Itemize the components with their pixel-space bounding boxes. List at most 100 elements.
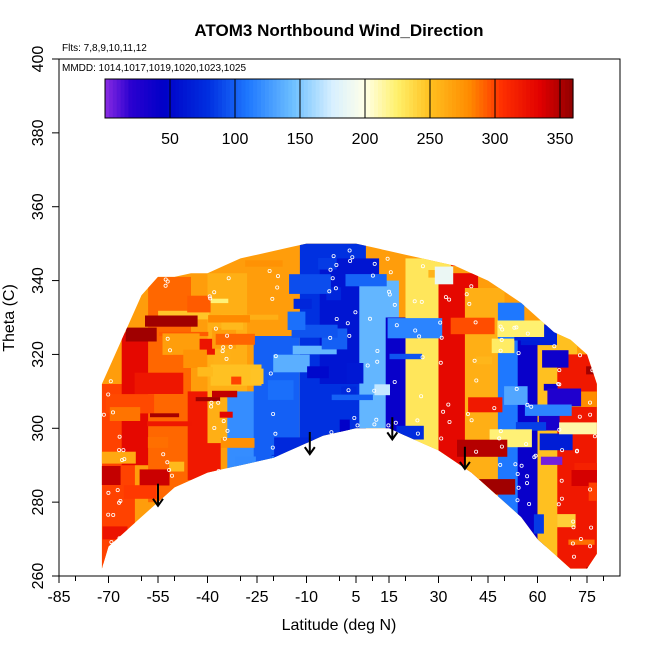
heatmap-streak xyxy=(588,482,597,501)
heatmap-streak xyxy=(515,422,547,431)
observation-point xyxy=(117,434,122,439)
heatmap-streak xyxy=(569,307,597,314)
heatmap-streak xyxy=(476,500,503,518)
colorbar-segment xyxy=(327,79,332,118)
observation-point xyxy=(464,292,469,297)
observation-point xyxy=(519,463,524,468)
observation-point xyxy=(169,473,174,478)
colorbar-segment xyxy=(225,79,231,118)
observation-point xyxy=(109,540,114,545)
colorbar-segment xyxy=(444,79,449,118)
heatmap-streak xyxy=(197,367,213,377)
heatmap-streak xyxy=(136,546,156,556)
colorbar-segment xyxy=(405,79,410,118)
heatmap-streak xyxy=(235,456,256,474)
heatmap-streak xyxy=(491,338,515,354)
heatmap-streak xyxy=(168,252,183,272)
y-axis: 260 280 300 320 340 360 380 400 xyxy=(30,46,59,589)
colorbar-segment xyxy=(545,79,551,118)
observation-point xyxy=(212,290,217,295)
heatmap-streak xyxy=(331,394,373,401)
x-tick-label: 30 xyxy=(430,589,448,606)
heatmap-streak xyxy=(210,298,229,304)
heatmap-streak xyxy=(125,327,157,342)
observation-point xyxy=(268,371,273,376)
heatmap-streak xyxy=(238,569,269,586)
heatmap-streak xyxy=(543,383,558,391)
colorbar-segment xyxy=(190,79,196,118)
observation-point xyxy=(385,256,390,261)
observation-point xyxy=(225,428,230,433)
heatmap-streak xyxy=(341,386,357,395)
heatmap-streak xyxy=(539,433,573,451)
heatmap-streak xyxy=(145,315,198,327)
heatmap-streak xyxy=(290,487,315,509)
observation-point xyxy=(498,348,503,353)
observation-point xyxy=(557,368,562,373)
colorbar-segment xyxy=(292,79,297,118)
colorbar-segment xyxy=(323,79,328,118)
colorbar-tick-label: 50 xyxy=(161,131,179,148)
colorbar-segment xyxy=(198,79,204,118)
heatmap-streak xyxy=(592,354,597,371)
observation-point xyxy=(122,457,127,462)
observation-point xyxy=(375,359,380,364)
y-axis-label: Theta (C) xyxy=(1,284,18,352)
heatmap-streak xyxy=(542,350,569,368)
observation-point xyxy=(527,501,532,506)
observation-point xyxy=(333,286,338,291)
heatmap-streak xyxy=(305,531,343,547)
observation-point xyxy=(500,327,505,332)
observation-point xyxy=(224,356,229,361)
observation-point xyxy=(213,326,218,331)
x-tick-label: 60 xyxy=(529,589,547,606)
colorbar-segment xyxy=(147,79,153,118)
colorbar-segment xyxy=(370,79,375,118)
observation-point xyxy=(329,430,334,435)
heatmap-streak xyxy=(212,390,238,398)
heatmap-streak xyxy=(457,439,508,457)
observation-point xyxy=(497,436,502,441)
heatmap-streak xyxy=(366,551,398,559)
observation-point xyxy=(267,268,272,273)
observation-point xyxy=(350,255,355,260)
heatmap-streak xyxy=(307,366,329,379)
heatmap-streak xyxy=(215,333,255,345)
observation-point xyxy=(498,324,503,329)
heatmap-streak xyxy=(238,314,279,320)
colorbar-segment xyxy=(549,79,555,118)
observation-point xyxy=(121,448,126,453)
colorbar-segment xyxy=(140,79,145,118)
colorbar-tick-label: 300 xyxy=(482,131,509,148)
colorbar-segment xyxy=(132,79,137,118)
heatmap-streak xyxy=(401,529,424,543)
observation-point xyxy=(209,404,214,409)
observation-point xyxy=(388,270,393,275)
observation-point xyxy=(220,349,225,354)
observation-point xyxy=(375,348,380,353)
observation-point xyxy=(513,462,518,467)
observation-point xyxy=(111,513,116,518)
heatmap-streak xyxy=(139,469,170,486)
colorbar-segment xyxy=(354,79,360,118)
heatmap-streak xyxy=(183,552,237,569)
observation-point xyxy=(273,431,278,436)
x-tick-label: -70 xyxy=(97,589,120,606)
chart-subtitle-dates: MMDD: 1014,1017,1019,1020,1023,1025 xyxy=(62,63,246,74)
observation-point xyxy=(474,378,479,383)
colorbar-segment xyxy=(561,79,566,118)
heatmap-streak xyxy=(353,557,382,565)
heatmap-streak xyxy=(134,372,184,394)
observation-point xyxy=(492,406,497,411)
colorbar-segment xyxy=(163,79,168,118)
colorbar-segment xyxy=(459,79,465,118)
colorbar-segment xyxy=(296,79,301,118)
colorbar-segment xyxy=(502,79,508,118)
observation-point xyxy=(370,273,375,278)
observation-point xyxy=(474,449,479,454)
observation-point xyxy=(167,348,172,353)
observation-point xyxy=(225,333,230,338)
observation-point xyxy=(524,442,529,447)
observation-point xyxy=(572,554,577,559)
observation-point xyxy=(334,262,339,267)
